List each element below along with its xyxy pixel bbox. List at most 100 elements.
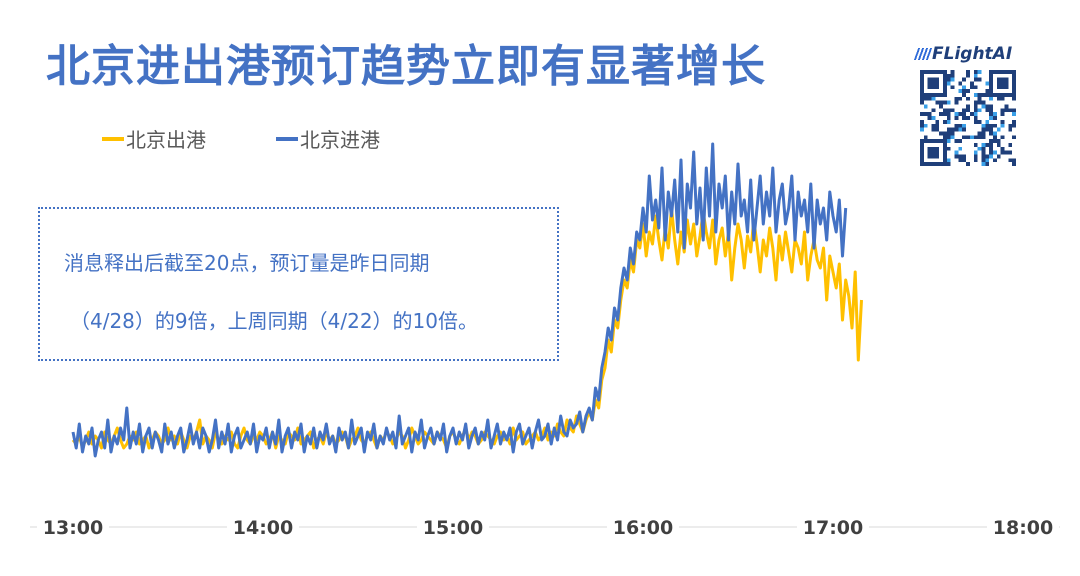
- qr-module: [981, 142, 986, 147]
- qr-module: [943, 70, 947, 74]
- qr-module: [943, 131, 947, 136]
- qr-module: [996, 81, 1001, 86]
- qr-module: [966, 70, 970, 74]
- qr-module: [1012, 81, 1016, 86]
- legend-item-outbound: 北京出港: [102, 124, 206, 153]
- qr-module: [962, 135, 967, 140]
- qr-module: [966, 96, 970, 101]
- qr-module: [1000, 119, 1005, 124]
- qr-module: [935, 81, 940, 86]
- series-line-outbound: [71, 206, 863, 450]
- qr-module: [954, 96, 959, 101]
- qr-module: [989, 127, 993, 132]
- qr-module: [962, 112, 967, 117]
- x-tick-label: 15:00: [423, 517, 483, 539]
- qr-module: [958, 146, 963, 151]
- qr-module: [939, 162, 944, 166]
- qr-module: [966, 89, 970, 94]
- qr-module: [973, 116, 978, 120]
- qr-module: [989, 77, 993, 82]
- qr-module: [962, 93, 967, 97]
- qr-module: [962, 158, 967, 163]
- qr-module: [1012, 89, 1016, 94]
- qr-module: [927, 77, 932, 82]
- qr-module: [977, 70, 982, 74]
- qr-module: [996, 96, 1001, 101]
- qr-module: [985, 154, 990, 159]
- qr-module: [969, 135, 974, 140]
- qr-module: [943, 142, 947, 147]
- qr-module: [920, 100, 924, 105]
- qr-module: [923, 96, 928, 101]
- qr-module: [989, 70, 993, 74]
- qr-module: [931, 154, 936, 159]
- x-tick-label-bg: [417, 515, 489, 539]
- qr-module: [946, 131, 951, 136]
- qr-module: [943, 112, 947, 117]
- qr-module: [989, 89, 993, 94]
- qr-module: [989, 93, 993, 97]
- qr-module: [923, 70, 928, 74]
- qr-module: [946, 162, 951, 166]
- qr-module: [950, 77, 955, 82]
- qr-module: [992, 116, 997, 120]
- qr-module: [992, 131, 997, 136]
- qr-module: [943, 108, 947, 113]
- qr-module: [985, 123, 990, 128]
- qr-module: [943, 100, 947, 105]
- qr-module: [954, 154, 959, 159]
- qr-module: [946, 112, 951, 117]
- qr-module: [943, 154, 947, 159]
- qr-module: [977, 119, 982, 124]
- legend-label-inbound: 北京进港: [300, 128, 380, 152]
- qr-module: [992, 70, 997, 74]
- qr-module: [946, 81, 951, 86]
- qr-module: [931, 70, 936, 74]
- qr-module: [935, 123, 940, 128]
- qr-module: [935, 154, 940, 159]
- qr-module: [1000, 150, 1005, 155]
- qr-module: [958, 158, 963, 163]
- qr-module: [958, 139, 963, 143]
- qr-module: [935, 93, 940, 97]
- x-tick-label-bg: [987, 515, 1059, 539]
- qr-module: [1004, 108, 1009, 113]
- chart-legend: 北京出港 北京进港: [102, 124, 450, 153]
- qr-module: [931, 150, 936, 155]
- qr-module: [935, 85, 940, 90]
- qr-module: [1000, 146, 1005, 151]
- qr-module: [946, 116, 951, 120]
- qr-module: [989, 131, 993, 136]
- legend-item-inbound: 北京进港: [276, 124, 380, 153]
- qr-module: [927, 70, 932, 74]
- qr-module: [992, 135, 997, 140]
- qr-module: [973, 73, 978, 78]
- qr-module: [920, 150, 924, 155]
- qr-module: [981, 162, 986, 166]
- qr-module: [935, 77, 940, 82]
- qr-module: [1012, 108, 1016, 113]
- qr-module: [973, 77, 978, 82]
- qr-module: [920, 146, 924, 151]
- qr-module: [977, 135, 982, 140]
- qr-module: [989, 96, 993, 101]
- qr-module: [966, 104, 970, 109]
- qr-module: [920, 127, 924, 132]
- qr-module: [939, 139, 944, 143]
- qr-module: [939, 100, 944, 105]
- qr-module: [996, 142, 1001, 147]
- annotation-line-1: 消息释出后截至20点，预订量是昨日同期: [64, 251, 430, 275]
- qr-module: [927, 81, 932, 86]
- qr-module: [1012, 119, 1016, 124]
- qr-module: [920, 112, 924, 117]
- qr-module: [989, 154, 993, 159]
- qr-module: [935, 146, 940, 151]
- qr-module: [946, 139, 951, 143]
- qr-module: [943, 150, 947, 155]
- qr-module: [989, 123, 993, 128]
- qr-module: [950, 127, 955, 132]
- qr-module: [985, 142, 990, 147]
- qr-module: [973, 100, 978, 105]
- qr-module: [981, 150, 986, 155]
